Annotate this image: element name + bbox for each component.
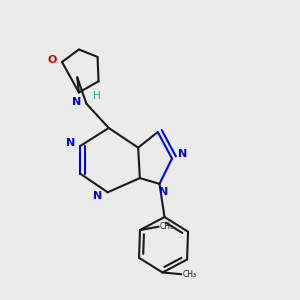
- Text: N: N: [93, 191, 102, 201]
- Text: N: N: [65, 138, 75, 148]
- Text: CH₃: CH₃: [160, 222, 174, 231]
- Text: N: N: [159, 187, 168, 197]
- Text: O: O: [48, 55, 57, 65]
- Text: CH₃: CH₃: [182, 270, 196, 279]
- Text: N: N: [178, 149, 187, 159]
- Text: H: H: [93, 91, 101, 101]
- Text: N: N: [72, 97, 82, 107]
